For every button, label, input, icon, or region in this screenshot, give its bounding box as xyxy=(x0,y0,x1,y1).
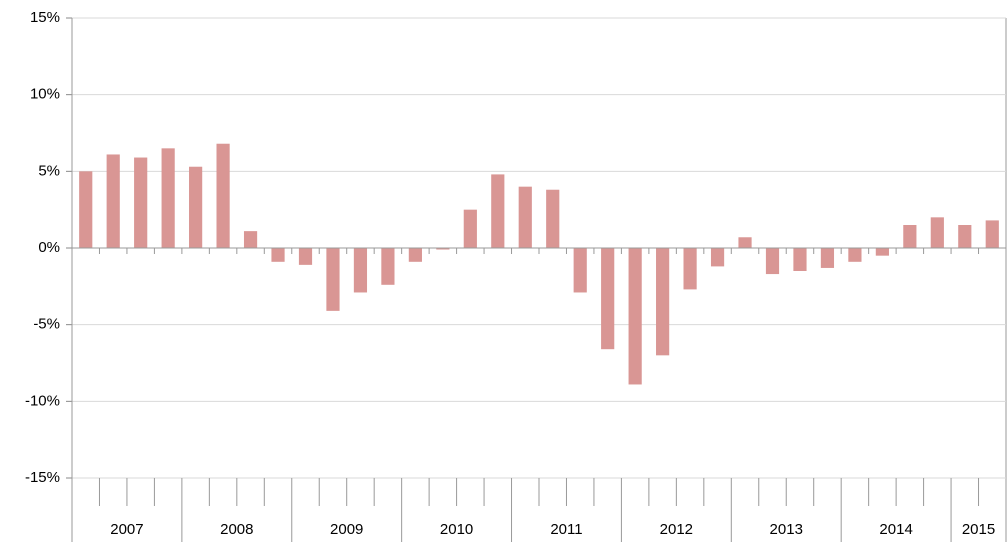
bar xyxy=(436,248,450,250)
bar xyxy=(930,217,944,248)
bar xyxy=(106,154,120,248)
bar xyxy=(765,248,780,275)
bar xyxy=(518,186,532,248)
x-tick-label: 2013 xyxy=(770,521,803,538)
bar xyxy=(134,157,148,248)
bar xyxy=(656,248,670,356)
x-tick-label: 2008 xyxy=(220,521,253,538)
bar xyxy=(353,248,368,293)
bar xyxy=(848,248,862,262)
x-tick-label: 2012 xyxy=(660,521,693,538)
bar xyxy=(958,225,972,248)
bar xyxy=(79,171,93,248)
bar xyxy=(408,248,422,262)
x-tick-label: 2014 xyxy=(879,521,912,538)
y-tick-label: 15% xyxy=(30,9,60,26)
bar xyxy=(243,231,258,248)
bar xyxy=(875,248,889,256)
y-tick-label: 5% xyxy=(38,162,60,179)
bar xyxy=(189,166,203,248)
bar xyxy=(298,248,313,265)
y-tick-label: -15% xyxy=(25,469,60,486)
bar xyxy=(216,143,230,248)
bar xyxy=(463,209,477,248)
bar xyxy=(161,148,175,248)
bar xyxy=(903,225,917,248)
x-tick-label: 2009 xyxy=(330,521,363,538)
bar xyxy=(491,174,505,248)
bar xyxy=(381,248,395,285)
x-tick-label: 2011 xyxy=(550,521,582,538)
bar xyxy=(738,237,752,248)
bar xyxy=(683,248,697,290)
y-tick-label: -5% xyxy=(33,316,60,333)
x-tick-label: 2007 xyxy=(110,521,143,538)
bar xyxy=(573,248,587,293)
bar xyxy=(628,248,642,385)
x-tick-label: 2015 xyxy=(962,521,995,538)
bar xyxy=(820,248,835,268)
bar xyxy=(710,248,725,267)
x-tick-label: 2010 xyxy=(440,521,473,538)
bar xyxy=(271,248,285,262)
bar xyxy=(793,248,807,271)
bar xyxy=(326,248,340,311)
bar xyxy=(546,189,560,248)
y-tick-label: -10% xyxy=(25,392,60,409)
bar xyxy=(985,220,999,248)
y-tick-label: 10% xyxy=(30,86,60,103)
y-tick-label: 0% xyxy=(38,239,60,256)
bar xyxy=(601,248,615,350)
